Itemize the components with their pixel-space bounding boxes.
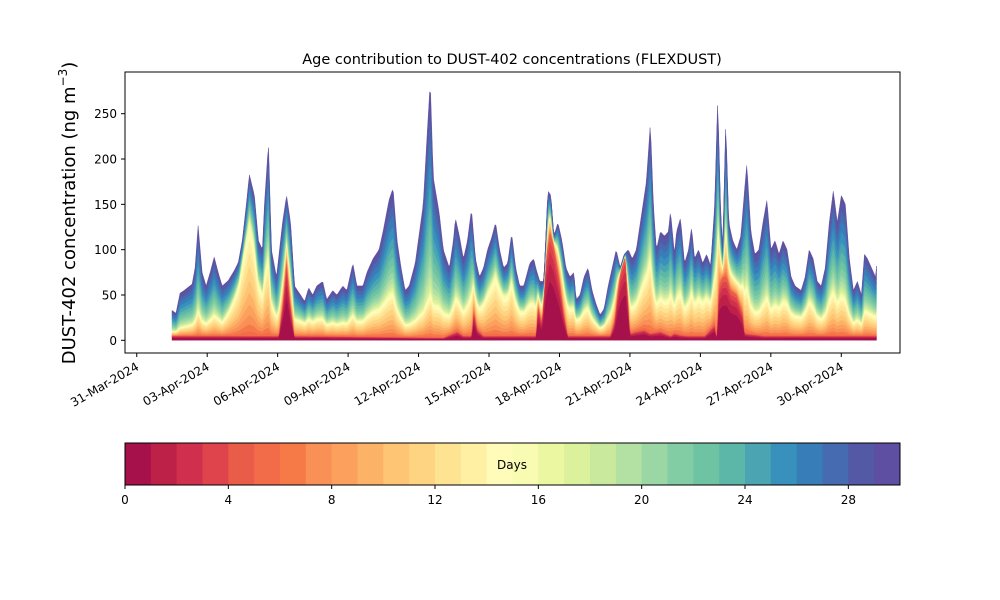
colorbar-bin-12 bbox=[435, 443, 462, 485]
stacked-areas bbox=[171, 91, 877, 341]
colorbar-tick-label: 28 bbox=[841, 493, 856, 507]
colorbar-tick-label: 12 bbox=[427, 493, 442, 507]
colorbar-bin-11 bbox=[409, 443, 436, 485]
y-axis: 0 50 100 150 200 250 bbox=[94, 107, 125, 348]
colorbar-tick-label: 8 bbox=[328, 493, 336, 507]
colorbar-bin-10 bbox=[383, 443, 410, 485]
colorbar-tick-label: 4 bbox=[225, 493, 233, 507]
colorbar-bin-7 bbox=[305, 443, 333, 485]
colorbar-bin-24 bbox=[745, 443, 772, 485]
colorbar-bin-21 bbox=[667, 443, 694, 485]
y-axis-label-tail: ) bbox=[59, 62, 80, 69]
colorbar-tick-label: 24 bbox=[737, 493, 752, 507]
colorbar-bin-19 bbox=[615, 443, 643, 485]
x-tick-label: 06-Apr-2024 bbox=[211, 359, 282, 408]
x-axis: 31-Mar-2024 03-Apr-2024 06-Apr-2024 09-Apr-… bbox=[68, 353, 846, 410]
colorbar-bin-3 bbox=[202, 443, 229, 485]
colorbar-frame bbox=[124, 442, 901, 486]
x-tick-label: 30-Apr-2024 bbox=[775, 359, 846, 408]
colorbar-bin-8 bbox=[331, 443, 358, 485]
colorbar-bin-25 bbox=[770, 443, 798, 485]
y-tick-label: 150 bbox=[94, 198, 117, 212]
chart-title: Age contribution to DUST-402 concentrati… bbox=[302, 52, 722, 68]
y-axis-label-main: DUST-402 concentration (ng m bbox=[59, 86, 80, 364]
colorbar-bin-2 bbox=[176, 443, 203, 485]
colorbar-tick-label: 20 bbox=[634, 493, 649, 507]
colorbar-tick-label: 16 bbox=[531, 493, 546, 507]
y-tick-label: 0 bbox=[109, 334, 117, 348]
colorbar-bin-17 bbox=[564, 443, 591, 485]
colorbar-bin-13 bbox=[460, 443, 488, 485]
colorbar-bin-27 bbox=[822, 443, 849, 485]
colorbar-tick-label: 0 bbox=[121, 493, 129, 507]
colorbar-bin-1 bbox=[150, 443, 178, 485]
colorbar-bin-15 bbox=[512, 443, 539, 485]
colorbar-bin-0 bbox=[125, 443, 152, 485]
x-tick-label: 12-Apr-2024 bbox=[352, 359, 423, 408]
colorbar-bin-4 bbox=[228, 443, 255, 485]
y-tick-label: 200 bbox=[94, 153, 117, 167]
colorbar-bin-5 bbox=[254, 443, 281, 485]
colorbar: 0 4 8 12 16 20 24 28 bbox=[121, 442, 901, 507]
colorbar-bin-6 bbox=[280, 443, 307, 485]
x-tick-label: 27-Apr-2024 bbox=[704, 359, 775, 408]
x-tick-label: 18-Apr-2024 bbox=[493, 359, 564, 408]
x-tick-label: 24-Apr-2024 bbox=[634, 359, 705, 408]
colorbar-bin-29 bbox=[874, 443, 901, 485]
age-layer-29-30-days bbox=[171, 91, 877, 316]
y-tick-label: 50 bbox=[102, 288, 117, 302]
y-axis-label: DUST-402 concentration (ng m−3) bbox=[56, 62, 80, 365]
x-tick-label: 31-Mar-2024 bbox=[68, 359, 141, 409]
colorbar-bin-9 bbox=[357, 443, 384, 485]
colorbar-bin-14 bbox=[486, 443, 513, 485]
colorbar-label: Days bbox=[497, 458, 527, 472]
y-tick-label: 100 bbox=[94, 243, 117, 257]
x-tick-label: 03-Apr-2024 bbox=[140, 359, 211, 408]
colorbar-bin-28 bbox=[848, 443, 875, 485]
colorbar-bin-22 bbox=[693, 443, 720, 485]
x-tick-label: 15-Apr-2024 bbox=[422, 359, 493, 408]
colorbar-bin-20 bbox=[641, 443, 668, 485]
colorbar-bin-16 bbox=[538, 443, 565, 485]
colorbar-bin-23 bbox=[719, 443, 746, 485]
x-tick-label: 09-Apr-2024 bbox=[281, 359, 352, 408]
colorbar-bin-26 bbox=[796, 443, 823, 485]
colorbar-bin-18 bbox=[590, 443, 617, 485]
x-tick-label: 21-Apr-2024 bbox=[563, 359, 634, 408]
plot-frame bbox=[124, 71, 901, 354]
y-tick-label: 250 bbox=[94, 107, 117, 121]
y-axis-label-sup: −3 bbox=[56, 69, 70, 87]
